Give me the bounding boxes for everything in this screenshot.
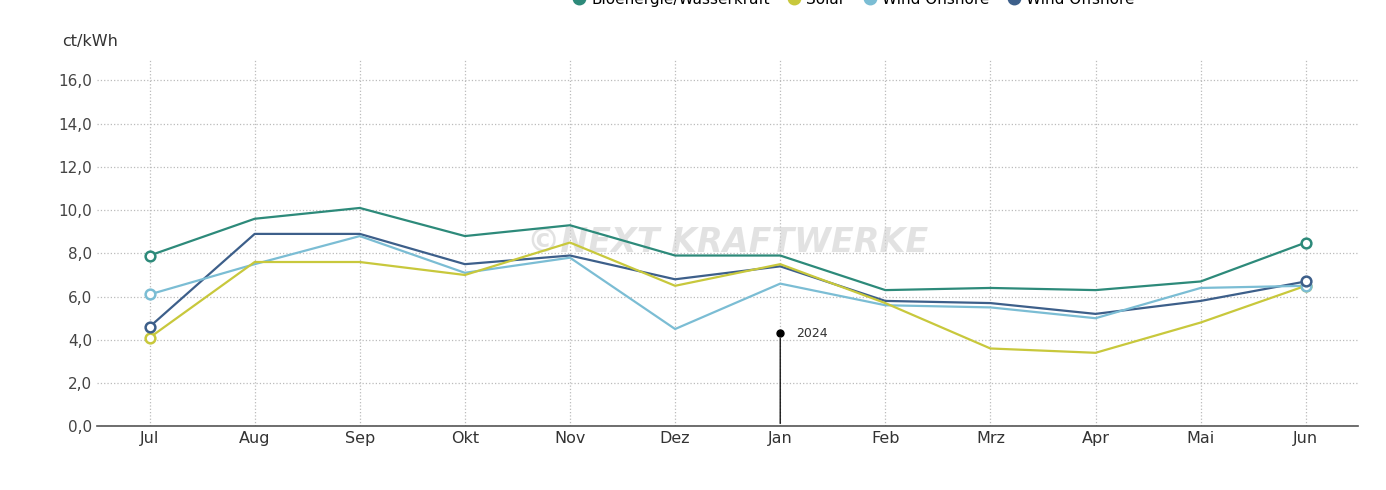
Legend: Bioenergie/Wasserkraft, Solar, Wind Onshore, Wind Offshore: Bioenergie/Wasserkraft, Solar, Wind Onsh… bbox=[567, 0, 1141, 13]
Text: ct/kWh: ct/kWh bbox=[62, 34, 118, 49]
Text: 2024: 2024 bbox=[796, 327, 827, 340]
Text: ©NEXT KRAFTWERKE: ©NEXT KRAFTWERKE bbox=[527, 226, 929, 259]
